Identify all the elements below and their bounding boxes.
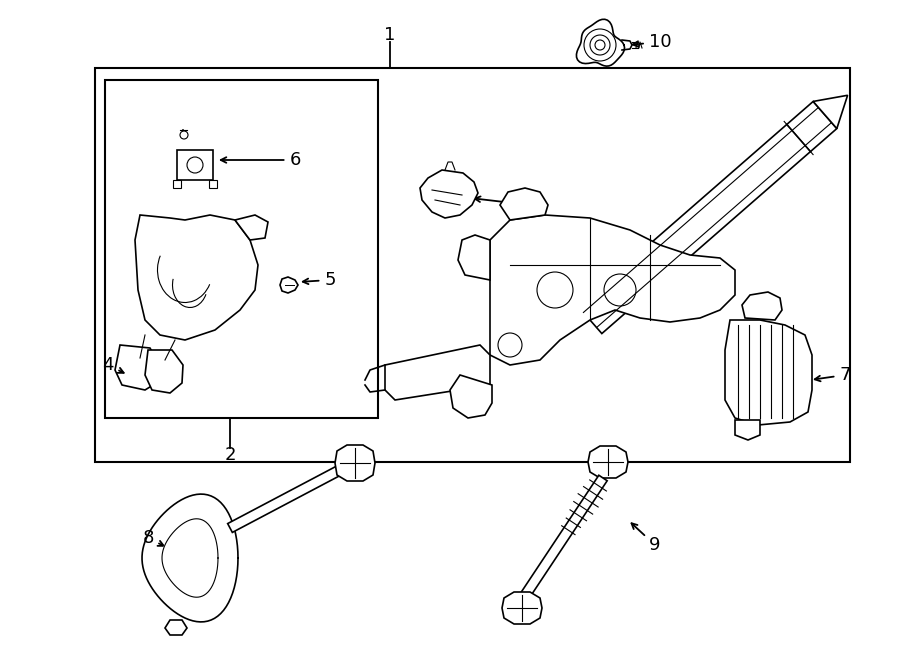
Text: 3: 3	[475, 196, 536, 214]
Polygon shape	[742, 292, 782, 320]
Text: 4: 4	[103, 356, 123, 374]
Polygon shape	[588, 446, 628, 478]
Circle shape	[180, 131, 188, 139]
Polygon shape	[420, 170, 478, 218]
Bar	[209, 180, 217, 188]
Bar	[105, 80, 378, 418]
Text: 7: 7	[814, 366, 850, 384]
Text: 8: 8	[142, 529, 164, 547]
Polygon shape	[142, 494, 238, 622]
Polygon shape	[458, 235, 490, 280]
Polygon shape	[385, 345, 490, 400]
Polygon shape	[145, 350, 183, 393]
Polygon shape	[115, 345, 160, 390]
Text: 6: 6	[220, 151, 301, 169]
Polygon shape	[578, 101, 837, 334]
Polygon shape	[735, 420, 760, 440]
Polygon shape	[450, 375, 492, 418]
Text: 2: 2	[224, 446, 236, 464]
Polygon shape	[228, 457, 357, 532]
Polygon shape	[162, 519, 218, 597]
Polygon shape	[280, 277, 298, 293]
Text: 9: 9	[632, 524, 661, 554]
Polygon shape	[725, 320, 812, 425]
Text: 10: 10	[633, 33, 671, 51]
Polygon shape	[814, 95, 848, 128]
Polygon shape	[502, 592, 542, 624]
Text: 5: 5	[302, 271, 336, 289]
Polygon shape	[490, 215, 735, 365]
Text: 1: 1	[384, 26, 396, 44]
Polygon shape	[135, 215, 258, 340]
Bar	[173, 180, 181, 188]
Polygon shape	[577, 19, 625, 66]
Polygon shape	[335, 445, 375, 481]
Bar	[95, 68, 850, 462]
Bar	[177, 150, 213, 180]
Polygon shape	[500, 188, 548, 220]
Polygon shape	[518, 475, 608, 603]
Polygon shape	[235, 215, 268, 240]
Polygon shape	[165, 620, 187, 635]
